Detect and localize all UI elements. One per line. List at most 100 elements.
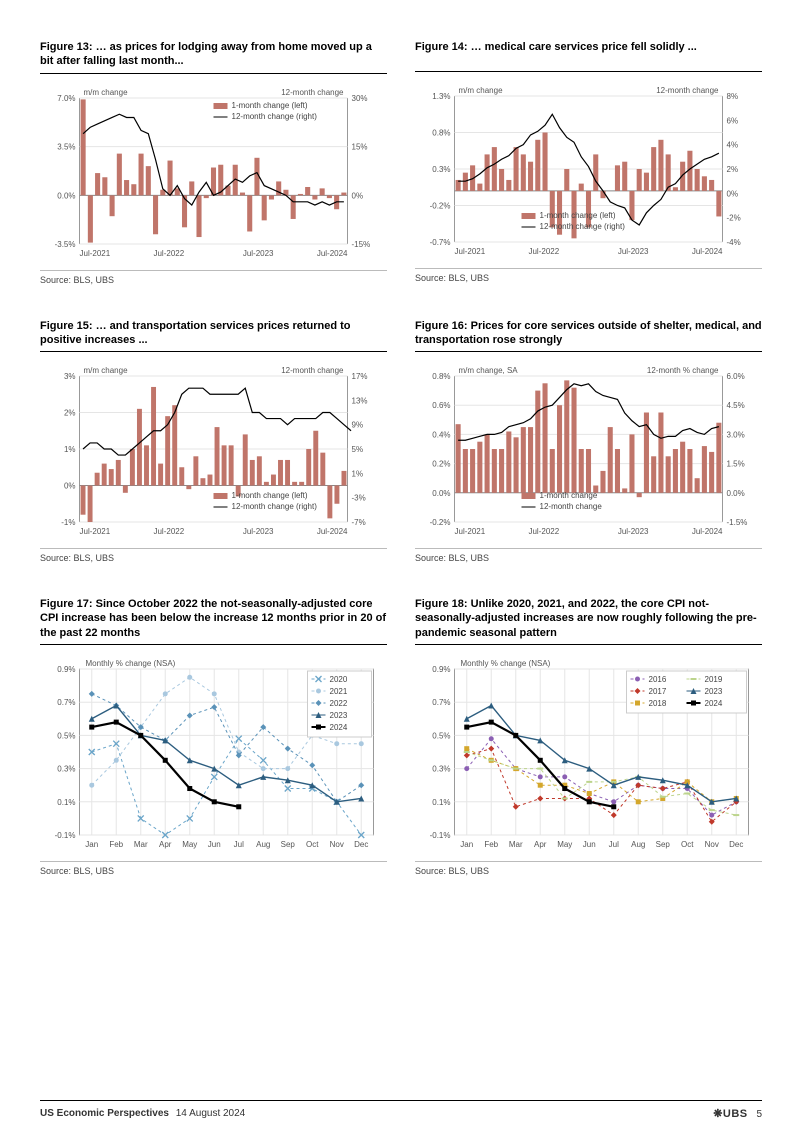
svg-text:Jun: Jun (208, 840, 221, 849)
svg-text:Nov: Nov (330, 840, 344, 849)
svg-text:2020: 2020 (330, 675, 348, 684)
svg-text:Monthly % change (NSA): Monthly % change (NSA) (86, 659, 176, 668)
svg-text:2024: 2024 (705, 699, 723, 708)
svg-text:Monthly % change (NSA): Monthly % change (NSA) (461, 659, 551, 668)
svg-text:30%: 30% (352, 94, 368, 103)
svg-text:-3%: -3% (352, 494, 366, 503)
svg-text:4.5%: 4.5% (727, 401, 745, 410)
footer-right: ❋UBS 5 (713, 1107, 762, 1120)
svg-text:2017: 2017 (649, 687, 667, 696)
svg-text:Dec: Dec (729, 840, 743, 849)
svg-text:3.5%: 3.5% (57, 142, 75, 151)
svg-text:9%: 9% (352, 421, 364, 430)
svg-text:0.8%: 0.8% (432, 372, 450, 381)
svg-text:0.3%: 0.3% (57, 765, 75, 774)
chart-17: -0.1%0.1%0.3%0.5%0.7%0.9%Monthly % chang… (40, 655, 387, 855)
svg-text:m/m change: m/m change (84, 88, 129, 97)
svg-text:0.7%: 0.7% (57, 698, 75, 707)
svg-text:3%: 3% (64, 372, 76, 381)
figure-13: Figure 13: … as prices for lodging away … (40, 40, 387, 285)
svg-text:0.4%: 0.4% (432, 431, 450, 440)
footer-title: US Economic Perspectives (40, 1108, 169, 1119)
svg-text:-2%: -2% (727, 214, 741, 223)
figure-title: Figure 15: … and transportation services… (40, 319, 387, 353)
svg-text:-1%: -1% (61, 518, 75, 527)
svg-text:0.9%: 0.9% (57, 665, 75, 674)
ubs-logo: ❋UBS (713, 1108, 747, 1120)
figure-title: Figure 13: … as prices for lodging away … (40, 40, 387, 74)
svg-text:-4%: -4% (727, 238, 741, 247)
svg-text:0.0%: 0.0% (57, 191, 75, 200)
svg-text:Jul-2022: Jul-2022 (528, 247, 559, 256)
svg-text:15%: 15% (352, 142, 368, 151)
svg-text:2018: 2018 (649, 699, 667, 708)
svg-text:0.3%: 0.3% (432, 765, 450, 774)
chart-14: -0.7%-0.2%0.3%0.8%1.3%-4%-2%0%2%4%6%8%m/… (415, 82, 762, 262)
svg-text:Dec: Dec (354, 840, 368, 849)
page-footer: US Economic Perspectives 14 August 2024 … (40, 1100, 762, 1120)
svg-text:0.5%: 0.5% (57, 731, 75, 740)
chart-13: -3.5% 0.0% 3.5% 7.0% -15% 0% 15% 30% m/m change 1… (40, 84, 387, 264)
svg-text:Jul-2023: Jul-2023 (243, 249, 274, 258)
figure-18: Figure 18: Unlike 2020, 2021, and 2022, … (415, 597, 762, 876)
svg-text:-0.2%: -0.2% (430, 518, 451, 527)
chart-18: -0.1%0.1%0.3%0.5%0.7%0.9%Monthly % chang… (415, 655, 762, 855)
svg-text:-0.2%: -0.2% (430, 202, 451, 211)
svg-text:2021: 2021 (330, 687, 348, 696)
figure-source: Source: BLS, UBS (415, 861, 762, 876)
svg-text:Jul-2021: Jul-2021 (80, 249, 111, 258)
svg-text:1%: 1% (64, 445, 76, 454)
svg-text:0.0%: 0.0% (432, 489, 450, 498)
svg-text:12-month change: 12-month change (656, 86, 719, 95)
svg-text:Jul-2021: Jul-2021 (455, 527, 486, 536)
svg-text:5%: 5% (352, 445, 364, 454)
svg-text:6.0%: 6.0% (727, 372, 745, 381)
figure-source: Source: BLS, UBS (40, 861, 387, 876)
svg-text:Jul-2021: Jul-2021 (80, 527, 111, 536)
svg-text:1-month change (left): 1-month change (left) (540, 211, 616, 220)
svg-text:2024: 2024 (330, 723, 348, 732)
svg-text:0.8%: 0.8% (432, 129, 450, 138)
svg-text:12-month change: 12-month change (281, 88, 344, 97)
svg-text:12-month change: 12-month change (540, 502, 603, 511)
svg-text:17%: 17% (352, 372, 368, 381)
svg-text:1.5%: 1.5% (727, 460, 745, 469)
svg-text:12-month change (right): 12-month change (right) (232, 502, 318, 511)
svg-text:-0.1%: -0.1% (430, 831, 451, 840)
svg-text:1%: 1% (352, 470, 364, 479)
page-number: 5 (756, 1109, 762, 1120)
svg-text:-15%: -15% (352, 240, 371, 249)
svg-text:0.5%: 0.5% (432, 731, 450, 740)
svg-text:0%: 0% (352, 191, 364, 200)
svg-text:6%: 6% (727, 116, 739, 125)
svg-text:Aug: Aug (256, 840, 270, 849)
svg-text:0.1%: 0.1% (432, 798, 450, 807)
svg-text:m/m change: m/m change (84, 366, 129, 375)
svg-text:12-month change (right): 12-month change (right) (232, 112, 318, 121)
svg-text:May: May (557, 840, 572, 849)
svg-text:2023: 2023 (330, 711, 348, 720)
svg-text:3.0%: 3.0% (727, 431, 745, 440)
svg-text:Sep: Sep (656, 840, 671, 849)
svg-text:Sep: Sep (281, 840, 296, 849)
svg-text:7.0%: 7.0% (57, 94, 75, 103)
svg-text:Oct: Oct (681, 840, 694, 849)
svg-text:Mar: Mar (134, 840, 148, 849)
svg-text:-3.5%: -3.5% (55, 240, 76, 249)
svg-text:0.9%: 0.9% (432, 665, 450, 674)
svg-text:Apr: Apr (159, 840, 172, 849)
figure-title: Figure 16: Prices for core services outs… (415, 319, 762, 353)
svg-text:8%: 8% (727, 92, 739, 101)
svg-text:12-month change (right): 12-month change (right) (540, 222, 626, 231)
svg-text:Jan: Jan (85, 840, 98, 849)
svg-text:12-month change: 12-month change (281, 366, 344, 375)
svg-text:Jul-2023: Jul-2023 (618, 247, 649, 256)
svg-text:Jul-2021: Jul-2021 (455, 247, 486, 256)
svg-text:Jul-2024: Jul-2024 (692, 247, 723, 256)
svg-text:-0.7%: -0.7% (430, 238, 451, 247)
figure-source: Source: BLS, UBS (415, 548, 762, 563)
svg-text:0.1%: 0.1% (57, 798, 75, 807)
svg-text:1.3%: 1.3% (432, 92, 450, 101)
svg-text:0.3%: 0.3% (432, 165, 450, 174)
svg-text:0.2%: 0.2% (432, 460, 450, 469)
